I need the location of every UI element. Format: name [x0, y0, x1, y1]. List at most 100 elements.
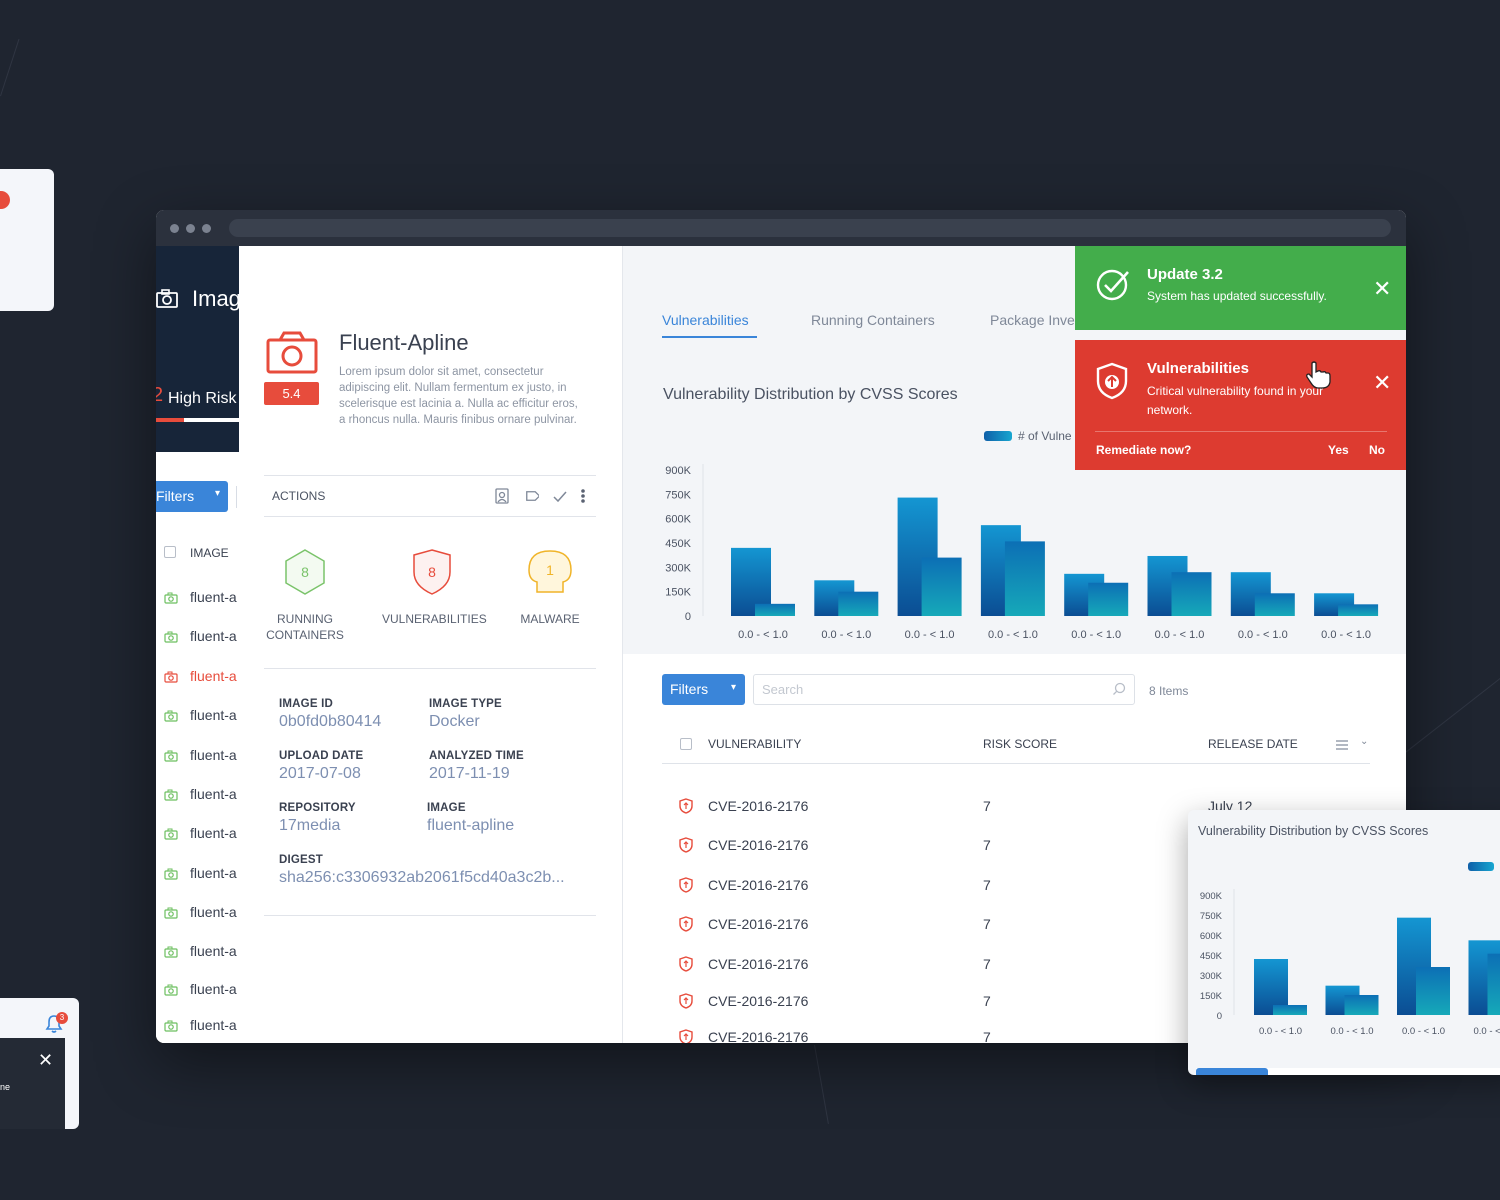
skull-icon: 1 [528, 550, 572, 593]
x-tick-label: 0.0 - < 1.0 [1259, 1026, 1302, 1037]
remediate-no-button[interactable]: No [1369, 443, 1385, 457]
vulnerability-id: CVE-2016-2176 [708, 877, 809, 893]
chart-bar[interactable] [1273, 1005, 1307, 1015]
camera-icon [164, 1020, 178, 1032]
window-dot[interactable] [170, 224, 179, 233]
camera-icon [164, 907, 178, 919]
list-item[interactable]: fluent-a [156, 1017, 239, 1037]
camera-icon [164, 828, 178, 840]
digest-value: sha256:c3306932ab2061f5cd40a3c2b... [279, 869, 565, 886]
image-name: fluent-a [190, 981, 237, 997]
close-icon[interactable]: ✕ [1373, 276, 1392, 301]
close-icon[interactable]: ✕ [1373, 370, 1392, 395]
search-field[interactable] [753, 674, 1135, 705]
chart-bar[interactable] [838, 591, 879, 616]
select-all-checkbox[interactable] [680, 738, 692, 750]
list-item[interactable]: fluent-a [156, 786, 239, 806]
camera-icon [266, 331, 318, 374]
mini-card-button[interactable] [1196, 1068, 1268, 1075]
running-containers-count: 8 [301, 564, 309, 580]
checkmark-icon[interactable] [552, 488, 568, 504]
chart-bar[interactable] [921, 557, 962, 616]
list-item[interactable]: fluent-a [156, 707, 239, 727]
filters-button[interactable]: Filters ▾ [156, 481, 228, 512]
table-row[interactable]: CVE-2016-2176 7 [623, 991, 1406, 1011]
image-name-field: IMAGE fluent-apline [427, 802, 514, 835]
running-containers-label: RUNNING CONTAINERS [266, 612, 344, 642]
list-item[interactable]: fluent-a [156, 904, 239, 924]
list-item[interactable]: fluent-a [156, 589, 239, 609]
remediate-prompt: Remediate now? [1096, 443, 1192, 457]
chevron-down-icon[interactable]: ⌄ [1360, 736, 1369, 747]
tag-icon[interactable] [523, 488, 539, 504]
divider [264, 475, 596, 476]
table-row[interactable]: CVE-2016-2176 7 [623, 954, 1406, 974]
vulnerabilities-stat[interactable]: 8 VULNERABILITIES [382, 548, 487, 627]
list-item[interactable]: fluent-a [156, 747, 239, 767]
chart-bar[interactable] [1338, 604, 1379, 616]
vulnerability-id: CVE-2016-2176 [708, 993, 809, 1009]
x-tick-label: 0.0 - < 1.0 [905, 629, 955, 641]
chart-title: Vulnerability Distribution by CVSS Score… [663, 386, 958, 403]
x-tick-label: 0.0 - < 1.0 [1402, 1026, 1445, 1037]
analyzed-time-field: ANALYZED TIME 2017-11-19 [429, 750, 524, 783]
table-row[interactable]: CVE-2016-2176 7 [623, 1027, 1406, 1043]
list-item[interactable]: fluent-a [156, 943, 239, 963]
x-tick-label: 0.0 - < 1.0 [821, 629, 871, 641]
mini-chart-title: Vulnerability Distribution by CVSS Score… [1198, 824, 1429, 838]
window-dot[interactable] [186, 224, 195, 233]
column-menu-icon[interactable] [1335, 739, 1349, 751]
chart-bar[interactable] [1416, 967, 1450, 1015]
running-containers-stat[interactable]: 8 RUNNING CONTAINERS [255, 548, 355, 643]
y-tick-label: 450K [665, 538, 691, 550]
chart-bar[interactable] [1254, 593, 1295, 616]
list-item[interactable]: fluent-a [156, 825, 239, 845]
x-tick-label: 0.0 - < 1.0 [1473, 1026, 1500, 1037]
remediate-yes-button[interactable]: Yes [1328, 443, 1349, 457]
image-name: fluent-a [190, 707, 237, 723]
chart-bar[interactable] [1171, 572, 1212, 616]
list-item[interactable]: fluent-a [156, 981, 239, 1001]
chart-bar[interactable] [1344, 995, 1379, 1015]
select-all-checkbox[interactable] [164, 546, 176, 558]
list-item[interactable]: fluent-a [156, 865, 239, 885]
camera-icon [164, 671, 178, 683]
table-row[interactable]: CVE-2016-2176 7 [623, 914, 1406, 934]
tab-running-containers[interactable]: Running Containers [811, 312, 935, 328]
hexagon-icon: 8 [285, 549, 325, 595]
vulnerability-id: CVE-2016-2176 [708, 1029, 809, 1043]
window-dot[interactable] [202, 224, 211, 233]
address-bar[interactable] [229, 219, 1391, 237]
legend-label: # of Vulne [1018, 429, 1072, 443]
vulnerability-toast: Vulnerabilities Critical vulnerability f… [1075, 340, 1406, 470]
column-header-vulnerability[interactable]: VULNERABILITY [708, 737, 802, 751]
malware-stat[interactable]: 1 MALWARE [500, 548, 600, 627]
search-icon[interactable] [1112, 682, 1126, 696]
chart-bar[interactable] [1088, 582, 1129, 616]
chart-bar[interactable] [755, 603, 795, 616]
divider [1095, 431, 1387, 432]
close-icon[interactable]: ✕ [38, 1050, 54, 1070]
list-item[interactable]: fluent-a [156, 628, 239, 648]
tab-package-inventory[interactable]: Package Inve [990, 312, 1075, 328]
list-item[interactable]: fluent-a [156, 668, 239, 688]
column-header-release-date[interactable]: RELEASE DATE [1208, 737, 1298, 751]
tab-vulnerabilities[interactable]: Vulnerabilities [662, 312, 749, 328]
vulnerability-id: CVE-2016-2176 [708, 956, 809, 972]
chart-bar[interactable] [1487, 953, 1500, 1015]
chart-bar[interactable] [1004, 541, 1045, 616]
search-input[interactable] [754, 675, 1084, 704]
filters-button[interactable]: Filters ▾ [662, 674, 745, 705]
digest-field: DIGEST sha256:c3306932ab2061f5cd40a3c2b.… [279, 854, 565, 887]
more-vertical-icon[interactable] [580, 488, 586, 504]
y-tick-label: 150K [1200, 991, 1223, 1002]
user-badge-icon[interactable] [494, 488, 510, 504]
table-row[interactable]: CVE-2016-2176 7 [623, 875, 1406, 895]
malware-count: 1 [546, 562, 554, 578]
table-row[interactable]: CVE-2016-2176 7 [623, 835, 1406, 855]
divider [264, 516, 596, 517]
column-header-risk-score[interactable]: RISK SCORE [983, 737, 1058, 751]
risk-score: 7 [983, 837, 991, 853]
legend-swatch [1468, 862, 1494, 871]
image-column-header[interactable]: IMAGE [156, 544, 239, 564]
